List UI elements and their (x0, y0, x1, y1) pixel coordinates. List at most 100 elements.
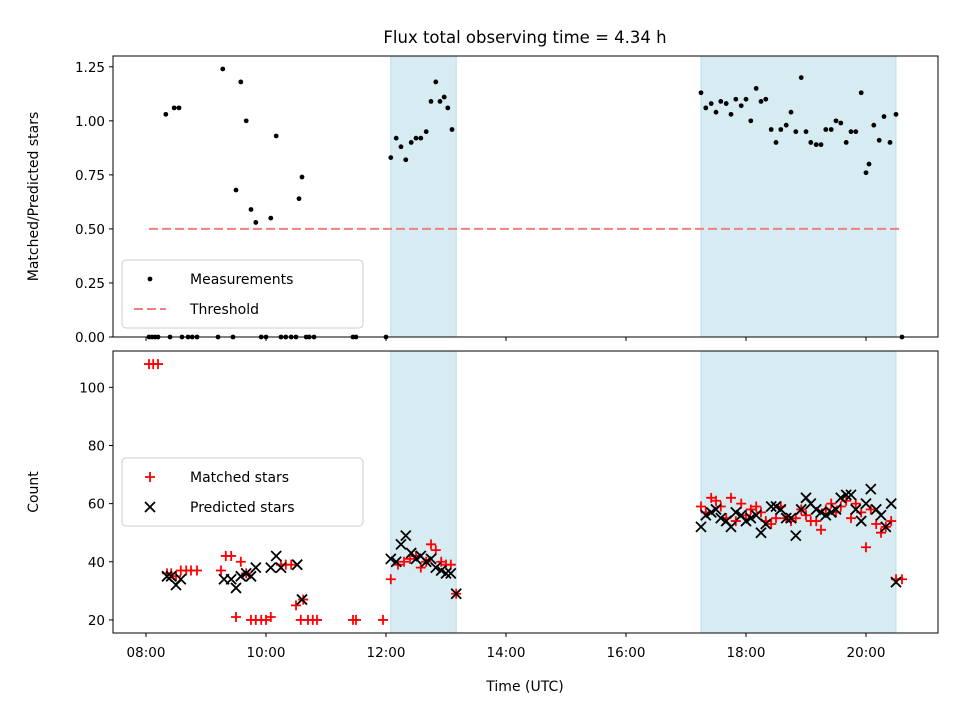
measurement-point (778, 127, 784, 132)
y-tick-label: 0.75 (75, 168, 105, 184)
predicted-star-point (175, 573, 187, 585)
measurement-point (437, 98, 443, 104)
legend-label: Matched stars (190, 470, 289, 486)
measurement-point (723, 101, 729, 106)
matched-star-point (835, 501, 846, 512)
series-dot (146, 66, 905, 340)
predicted-star-point (225, 573, 237, 585)
matched-star-point (226, 550, 237, 561)
y-tick-label: 80 (88, 438, 105, 454)
matched-star-point (430, 545, 441, 556)
measurement-point (233, 187, 239, 193)
measurement-point (876, 137, 882, 143)
matched-star-point (715, 501, 726, 512)
predicted-star-point (270, 550, 282, 562)
matched-star-point (153, 359, 163, 370)
series-x (161, 483, 902, 606)
measurement-point (858, 90, 864, 96)
matched-star-point (811, 516, 822, 527)
predicted-star-point (710, 503, 722, 516)
matched-star-point (871, 518, 882, 529)
predicted-star-point (830, 503, 842, 516)
measurement-point (398, 144, 404, 150)
matched-star-point (312, 614, 322, 625)
predicted-star-point (450, 588, 462, 600)
measurement-point (823, 127, 829, 132)
legend-marker-measurement (147, 276, 153, 282)
measurement-point (748, 118, 754, 124)
shaded-interval-1 (700, 350, 897, 634)
predicted-star-point (291, 559, 303, 571)
predicted-star-point (385, 553, 397, 565)
predicted-star-point (860, 497, 872, 510)
measurement-point (238, 79, 244, 85)
measurement-point (793, 129, 799, 135)
matched-star-point (850, 498, 861, 509)
predicted-star-point (835, 492, 847, 504)
measurement-point (818, 142, 824, 148)
measurement-point (268, 215, 274, 221)
measurement-point (743, 96, 749, 102)
legend-marker-matched (145, 472, 155, 482)
measurement-point (418, 135, 424, 141)
measurement-point (808, 140, 814, 145)
matched-star-point (216, 565, 226, 576)
measurement-point (833, 118, 839, 124)
legend: Measurements Threshold (121, 259, 364, 329)
matched-star-point (445, 559, 456, 570)
matched-star-point (790, 513, 801, 524)
measurement-point (753, 86, 759, 91)
y-tick-label: 1.25 (75, 60, 105, 76)
measurement-point (176, 105, 182, 111)
measurement-point (296, 196, 302, 202)
predicted-star-point (730, 506, 742, 518)
predicted-star-point (760, 518, 772, 530)
measurement-point (893, 111, 899, 117)
measurement-point (758, 98, 764, 104)
matched-star-point (876, 527, 886, 538)
predicted-star-point (161, 570, 173, 582)
x-tick-label: 20:00 (847, 645, 886, 661)
y-tick-label: 60 (88, 497, 105, 513)
series-plus (144, 359, 907, 625)
matched-star-point (351, 614, 361, 625)
bottom-axes: 20 40 60 80 100 08:00 10:00 12:00 14:00 16:00 18:0… (26, 350, 939, 661)
predicted-star-point (755, 527, 767, 539)
x-tick-label: 08:00 (127, 645, 166, 661)
shaded-interval-0 (390, 55, 457, 338)
matched-star-point (745, 504, 756, 515)
measurement-point (220, 66, 226, 72)
measurement-point (408, 140, 414, 145)
measurement-point (773, 140, 779, 145)
predicted-star-point (296, 593, 308, 606)
matched-star-point (399, 556, 409, 567)
measurement-point (703, 105, 709, 111)
legend: Matched stars Predicted stars (121, 457, 364, 527)
predicted-star-point (265, 561, 277, 574)
predicted-star-point (430, 561, 442, 574)
measurement-point (428, 98, 434, 104)
legend-box (121, 259, 364, 329)
predicted-star-point (885, 497, 897, 510)
measurement-point (441, 94, 447, 100)
measurement-point (803, 129, 809, 135)
matched-star-point (736, 498, 747, 509)
predicted-star-point (820, 509, 832, 521)
matched-star-point (415, 562, 426, 573)
matched-star-point (235, 556, 246, 567)
x-tick-label: 12:00 (367, 645, 406, 661)
measurement-point (838, 120, 844, 126)
predicted-star-point (875, 509, 887, 521)
measurement-point (273, 133, 279, 139)
predicted-star-point (425, 553, 437, 565)
shaded-interval-1 (700, 55, 897, 338)
predicted-star-point (795, 503, 807, 516)
matched-star-point (756, 507, 766, 518)
predicted-star-point (245, 570, 257, 582)
predicted-star-point (445, 567, 457, 580)
predicted-star-point (395, 538, 407, 550)
measurement-point (881, 114, 887, 119)
matched-star-point (846, 513, 856, 524)
measurement-point (171, 105, 177, 111)
